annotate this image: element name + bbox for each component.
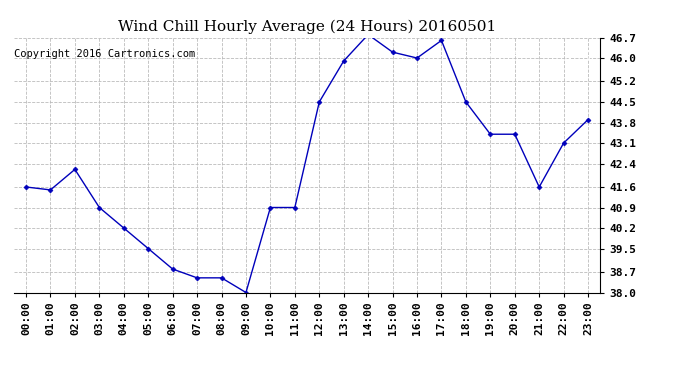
Text: Temperature  (°F): Temperature (°F) xyxy=(478,50,593,60)
Text: Copyright 2016 Cartronics.com: Copyright 2016 Cartronics.com xyxy=(14,49,195,59)
Title: Wind Chill Hourly Average (24 Hours) 20160501: Wind Chill Hourly Average (24 Hours) 201… xyxy=(118,19,496,33)
